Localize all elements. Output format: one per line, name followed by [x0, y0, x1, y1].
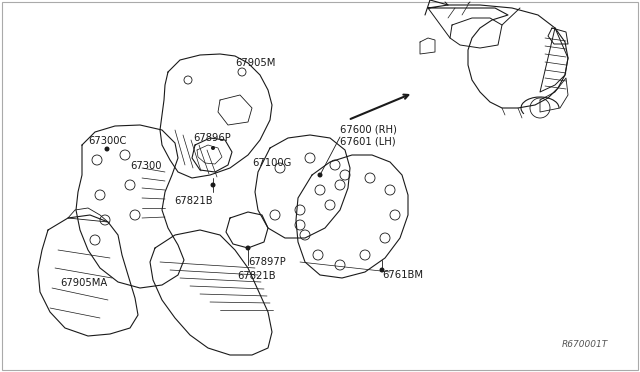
Text: 67905M: 67905M — [235, 58, 275, 68]
Text: 67821B: 67821B — [237, 271, 276, 281]
Text: 67896P: 67896P — [193, 133, 231, 143]
Circle shape — [246, 246, 250, 250]
Text: 67100G: 67100G — [252, 158, 291, 168]
Circle shape — [380, 267, 385, 273]
Text: 67300: 67300 — [130, 161, 161, 171]
Text: 67300C: 67300C — [88, 136, 126, 146]
Circle shape — [211, 146, 215, 150]
Circle shape — [211, 183, 216, 187]
Text: 67821B: 67821B — [174, 196, 212, 206]
Text: 6761BM: 6761BM — [382, 270, 423, 280]
Text: R670001T: R670001T — [562, 340, 608, 349]
Circle shape — [317, 173, 323, 177]
Text: 67905MA: 67905MA — [60, 278, 108, 288]
Text: 67897P: 67897P — [248, 257, 285, 267]
Circle shape — [104, 147, 109, 151]
Text: 67600 (RH): 67600 (RH) — [340, 125, 397, 135]
Text: 67601 (LH): 67601 (LH) — [340, 137, 396, 147]
